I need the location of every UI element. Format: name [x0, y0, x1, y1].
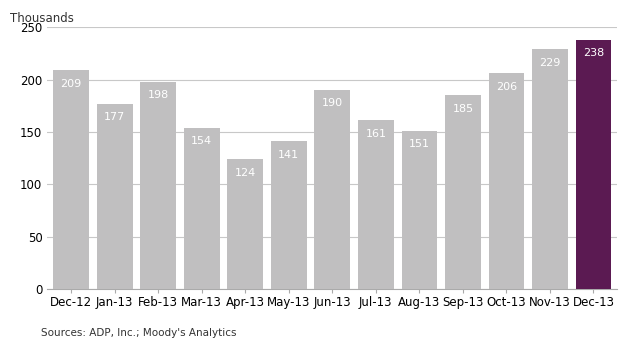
Bar [227, 159, 263, 289]
Bar [271, 141, 307, 289]
Bar [314, 90, 350, 289]
Text: 177: 177 [104, 112, 125, 122]
Bar [358, 120, 394, 289]
Text: 151: 151 [409, 139, 430, 149]
Text: 229: 229 [539, 57, 561, 68]
Bar [401, 131, 437, 289]
Text: 161: 161 [365, 129, 386, 139]
Bar [445, 95, 481, 289]
Text: 124: 124 [234, 168, 256, 177]
Bar [54, 70, 89, 289]
Text: 198: 198 [147, 90, 169, 100]
Bar [184, 128, 220, 289]
Text: Sources: ADP, Inc.; Moody's Analytics: Sources: ADP, Inc.; Moody's Analytics [41, 328, 236, 338]
Text: 206: 206 [496, 82, 517, 92]
Bar [489, 73, 524, 289]
Bar [576, 40, 611, 289]
Text: Thousands: Thousands [10, 12, 74, 24]
Text: 238: 238 [583, 48, 604, 58]
Text: 209: 209 [60, 79, 82, 88]
Text: 141: 141 [278, 150, 299, 160]
Bar [140, 82, 176, 289]
Text: 154: 154 [191, 136, 212, 146]
Bar [97, 104, 132, 289]
Bar [532, 49, 568, 289]
Text: 185: 185 [452, 104, 474, 114]
Text: 190: 190 [322, 98, 343, 108]
